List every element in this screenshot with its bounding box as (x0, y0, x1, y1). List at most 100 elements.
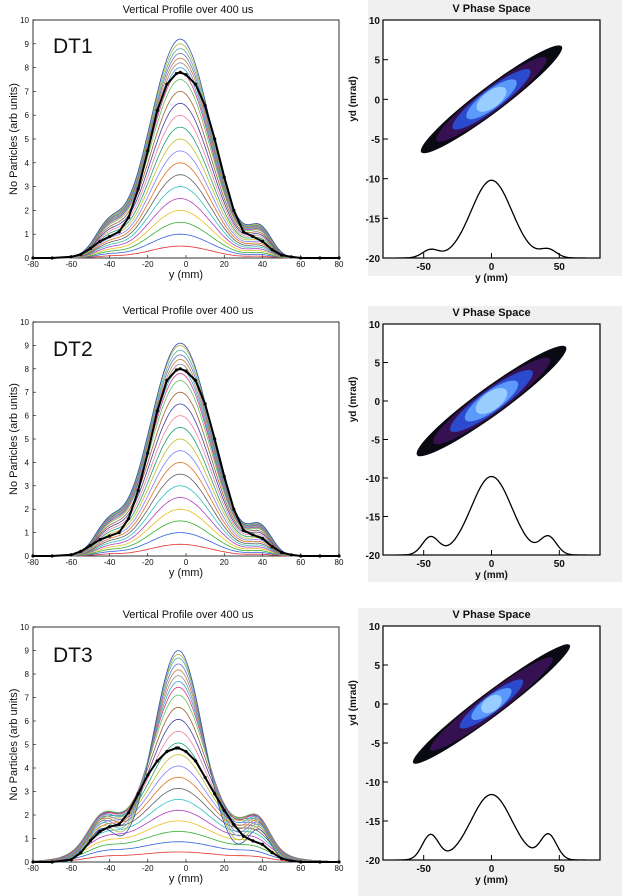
highlight-point (270, 248, 274, 252)
x-tick-label: 20 (220, 260, 229, 269)
x-tick-label: 50 (554, 864, 566, 875)
y-tick-label: -5 (371, 135, 380, 146)
y-tick-label: 5 (25, 135, 30, 144)
highlight-point (193, 378, 198, 383)
panel-label: DT3 (53, 644, 93, 667)
highlight-point (299, 554, 303, 558)
highlight-point (289, 553, 293, 557)
x-tick-label: 0 (489, 559, 495, 570)
projected-profile (396, 179, 587, 258)
x-tick-label: 40 (258, 260, 267, 269)
highlight-point (318, 256, 322, 260)
y-tick-label: 5 (25, 741, 30, 750)
highlight-point (69, 858, 73, 862)
y-tick-label: 6 (25, 412, 30, 421)
y-axis-label: No Particles (arb units) (8, 383, 20, 495)
highlight-point (155, 108, 159, 113)
highlight-point (127, 811, 131, 815)
highlight-point (165, 749, 169, 754)
highlight-point (222, 808, 226, 812)
highlight-point (79, 851, 83, 855)
chart-title: V Phase Space (452, 609, 530, 621)
highlight-point (241, 834, 245, 838)
highlight-point (318, 860, 322, 864)
x-tick-label: 40 (258, 558, 267, 567)
x-tick-label: -40 (104, 864, 116, 873)
y-tick-label: 1 (25, 835, 30, 844)
profile-panel-2: Vertical Profile over 400 us -80 -60 -40 -20… (8, 305, 344, 579)
highlight-point (146, 451, 150, 455)
highlight-point (251, 234, 255, 239)
plot-frame (32, 321, 340, 557)
highlight-point (232, 208, 236, 212)
highlight-point (117, 230, 121, 234)
highlight-point (88, 839, 92, 843)
x-tick-label: -40 (104, 260, 116, 269)
highlight-point (280, 550, 284, 555)
y-tick-label: 5 (374, 661, 380, 672)
highlight-point (31, 860, 35, 864)
highlight-point (232, 507, 236, 511)
highlight-point (107, 234, 112, 239)
highlight-point (203, 402, 207, 406)
y-tick-label: 0 (25, 858, 30, 867)
highlight-point (98, 239, 102, 243)
highlight-point (213, 792, 217, 796)
y-tick-label: 4 (25, 159, 30, 168)
highlight-point (165, 82, 169, 86)
x-tick-label: -20 (142, 864, 154, 873)
profile-curve (32, 686, 339, 863)
plot-area (383, 324, 600, 555)
x-axis-label: y (mm) (169, 873, 203, 885)
x-tick-label: -80 (27, 864, 39, 873)
x-tick-label: -60 (65, 260, 77, 269)
highlight-point (136, 792, 140, 796)
highlight-point (184, 73, 188, 77)
x-tick-label: 0 (184, 558, 189, 567)
x-tick-label: -50 (416, 559, 431, 570)
x-tick-label: 50 (554, 559, 566, 570)
highlight-point (50, 860, 54, 864)
chart-title: V Phase Space (452, 3, 530, 15)
highlight-point (184, 749, 188, 754)
projected-profile (396, 475, 587, 555)
y-axis-label: No Particles (arb units) (8, 689, 20, 801)
y-tick-label: 3 (25, 788, 30, 797)
highlight-point (136, 488, 140, 493)
highlight-point (155, 409, 159, 413)
highlight-point (50, 256, 54, 260)
highlight-point (203, 104, 207, 108)
y-tick-label: -20 (366, 254, 381, 265)
y-tick-label: 2 (25, 505, 30, 514)
x-tick-label: 60 (296, 558, 305, 567)
y-tick-label: 10 (20, 318, 29, 327)
x-tick-label: -20 (142, 260, 154, 269)
highlight-point (289, 255, 293, 259)
highlight-curve (33, 367, 339, 557)
phase-ellipse-group (420, 45, 563, 154)
y-tick-label: 0 (25, 254, 30, 263)
highlight-point (241, 230, 245, 234)
panel-label: DT2 (53, 338, 93, 361)
x-tick-label: -50 (416, 262, 431, 273)
highlight-point (337, 860, 341, 864)
x-tick-label: -40 (104, 558, 116, 567)
profile-curve (32, 663, 339, 863)
y-tick-label: 7 (25, 694, 30, 703)
x-tick-label: 50 (554, 262, 566, 273)
x-tick-label: 80 (335, 558, 344, 567)
chart-title: Vertical Profile over 400 us (123, 4, 254, 16)
y-tick-label: -20 (366, 856, 381, 867)
projected-profile (396, 793, 587, 860)
highlight-point (337, 554, 341, 558)
x-tick-label: 20 (220, 864, 229, 873)
plot-area (383, 626, 600, 860)
x-tick-label: -20 (142, 558, 154, 567)
y-tick-label: 5 (25, 435, 30, 444)
y-tick-label: -15 (366, 817, 381, 828)
profile-curve (32, 680, 340, 863)
y-tick-label: -10 (366, 778, 381, 789)
highlight-point (98, 829, 102, 834)
highlight-point (232, 822, 236, 827)
